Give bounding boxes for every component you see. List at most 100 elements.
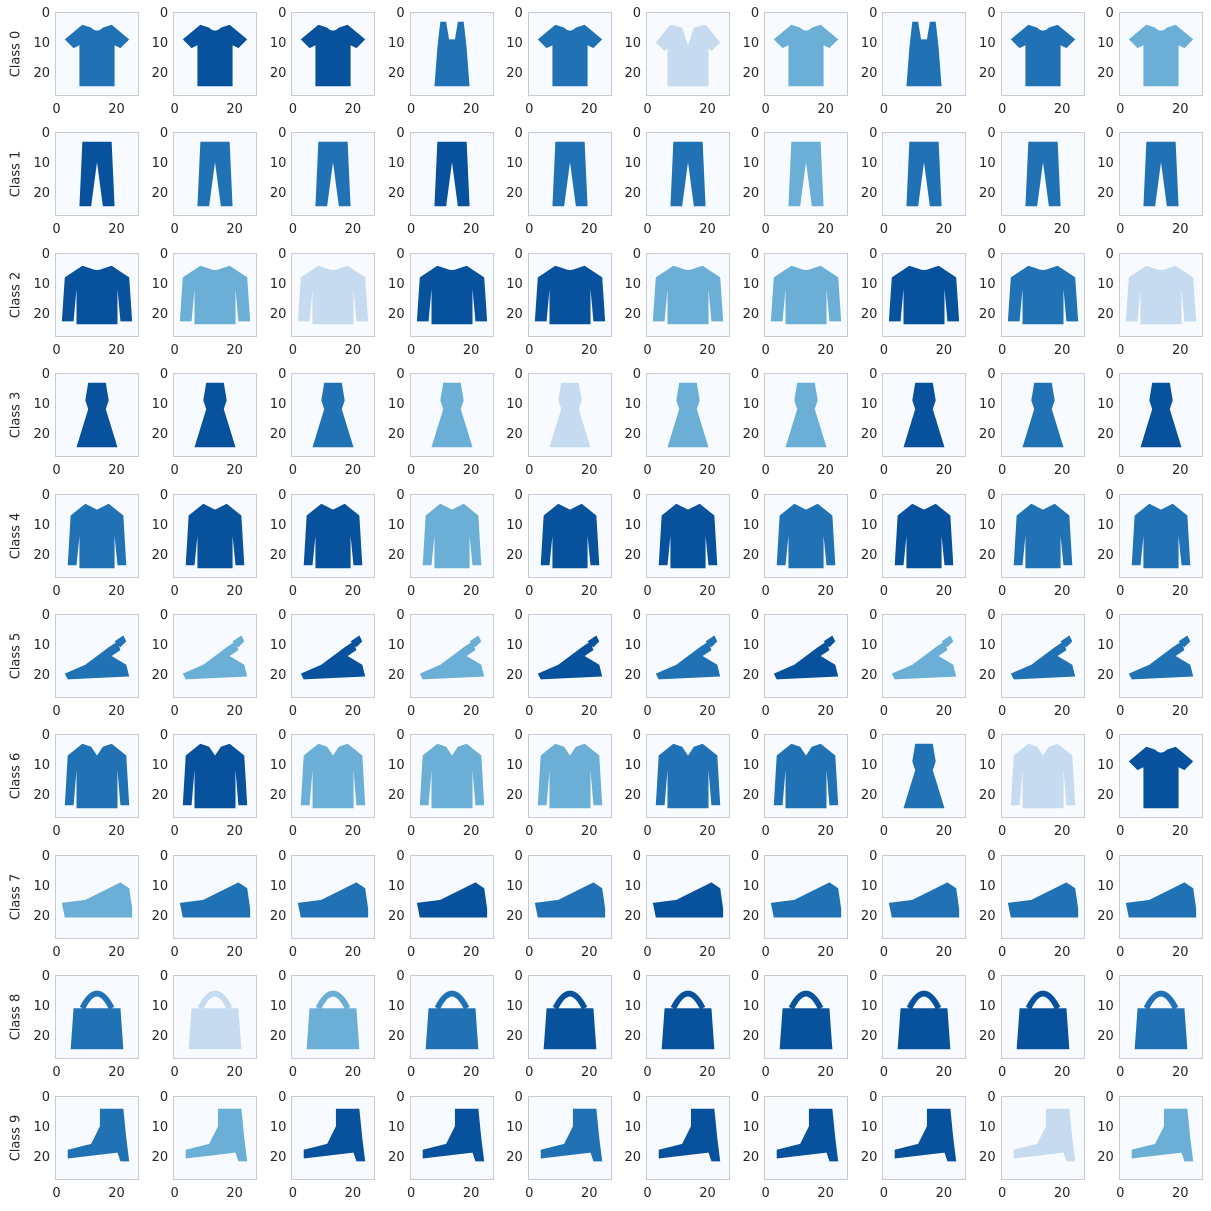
dress-icon (194, 382, 236, 448)
x-tick-label: 20 (581, 944, 598, 960)
y-tick-label: 10 (979, 156, 996, 172)
x-tick-label: 0 (997, 222, 1007, 238)
x-tick-label: 20 (108, 583, 125, 599)
x-tick-label: 20 (1172, 704, 1189, 719)
x-tick-label: 0 (52, 944, 61, 960)
x-tick-label: 0 (879, 1065, 889, 1081)
shirt-icon (655, 744, 721, 809)
y-tick-label: 20 (33, 668, 50, 683)
sample-image (1000, 252, 1085, 337)
y-tick-label: 20 (33, 427, 50, 443)
y-tick-label: 20 (860, 908, 878, 924)
sample-image (1000, 975, 1085, 1060)
y-tick-label: 20 (624, 306, 641, 322)
sample-image (173, 614, 258, 698)
y-tick-label: 0 (41, 246, 50, 262)
x-tick-label: 0 (1116, 583, 1125, 599)
x-tick-label: 0 (406, 102, 416, 117)
y-tick-label: 20 (1097, 186, 1114, 202)
sample-image (646, 1095, 730, 1180)
x-tick-label: 0 (761, 1065, 770, 1081)
x-tick-label: 20 (1053, 944, 1071, 960)
x-tick-label: 0 (288, 342, 298, 358)
y-tick-label: 10 (388, 36, 405, 51)
sample-image (1000, 854, 1085, 939)
x-tick-label: 0 (406, 824, 416, 840)
y-tick-label: 20 (506, 668, 523, 683)
y-tick-label: 0 (632, 246, 641, 262)
trouser-icon (552, 142, 588, 207)
x-tick-label: 20 (226, 1065, 243, 1081)
sample-image (646, 614, 730, 698)
dress-icon (667, 382, 709, 448)
sneaker-icon (889, 882, 960, 918)
y-tick-label: 20 (269, 908, 287, 924)
y-tick-label: 20 (269, 427, 287, 443)
y-tick-label: 10 (624, 156, 641, 172)
x-tick-label: 0 (170, 102, 179, 117)
tshirt-icon (1128, 24, 1194, 87)
y-tick-label: 20 (388, 186, 405, 202)
sample-image (291, 373, 376, 458)
y-tick-label: 10 (506, 878, 523, 894)
sample-image (1000, 132, 1085, 217)
y-tick-label: 0 (278, 487, 287, 503)
shirt-icon (537, 744, 603, 809)
x-tick-label: 0 (525, 704, 534, 719)
sample-image (291, 854, 376, 939)
sweater-icon (534, 265, 605, 325)
sample-image (764, 493, 849, 578)
y-tick-label: 10 (151, 397, 169, 413)
boot-icon (304, 1108, 366, 1162)
y-tick-label: 10 (33, 397, 50, 413)
x-tick-label: 0 (525, 1185, 534, 1201)
x-tick-label: 20 (108, 463, 125, 479)
x-tick-label: 20 (1172, 824, 1189, 840)
y-tick-label: 10 (269, 276, 287, 292)
x-tick-label: 20 (935, 704, 953, 719)
y-tick-label: 20 (979, 66, 996, 81)
bag-icon (661, 990, 715, 1050)
sample-image (1000, 1095, 1085, 1180)
row-label: Class 1 (8, 151, 24, 198)
x-tick-label: 0 (52, 342, 61, 358)
x-tick-label: 0 (52, 1065, 61, 1081)
x-tick-label: 0 (288, 824, 298, 840)
sample-image (1118, 493, 1203, 578)
y-tick-label: 10 (33, 276, 50, 292)
x-tick-label: 0 (761, 1185, 770, 1201)
y-tick-label: 10 (506, 156, 523, 172)
y-tick-label: 20 (33, 1029, 50, 1045)
y-tick-label: 10 (388, 638, 405, 653)
y-tick-label: 0 (632, 608, 641, 623)
y-tick-label: 20 (624, 668, 641, 683)
y-tick-label: 0 (750, 246, 760, 262)
y-tick-label: 20 (506, 547, 523, 563)
tshirt-icon (301, 24, 366, 87)
x-tick-label: 20 (226, 1185, 243, 1201)
sample-image (646, 493, 730, 578)
x-tick-label: 20 (462, 583, 480, 599)
y-tick-label: 20 (33, 186, 50, 202)
y-tick-label: 10 (388, 1119, 405, 1135)
x-tick-label: 0 (997, 1065, 1007, 1081)
x-tick-label: 0 (406, 583, 416, 599)
x-tick-label: 0 (1116, 944, 1125, 960)
sneaker-icon (1007, 882, 1078, 918)
y-tick-label: 20 (742, 186, 760, 202)
sample-image (173, 132, 258, 217)
y-tick-label: 0 (41, 6, 50, 21)
bag-icon (307, 990, 360, 1050)
tshirt-icon (182, 24, 248, 87)
y-tick-label: 10 (1097, 397, 1114, 413)
x-tick-label: 20 (226, 583, 243, 599)
y-tick-label: 20 (742, 1029, 760, 1045)
sample-image (882, 975, 967, 1060)
y-tick-label: 0 (396, 728, 405, 744)
x-tick-label: 0 (997, 824, 1007, 840)
x-tick-label: 0 (288, 944, 298, 960)
shirt-icon (64, 744, 130, 809)
y-tick-label: 10 (151, 638, 169, 653)
shirt-icon (301, 744, 366, 809)
y-tick-label: 10 (624, 1119, 641, 1135)
